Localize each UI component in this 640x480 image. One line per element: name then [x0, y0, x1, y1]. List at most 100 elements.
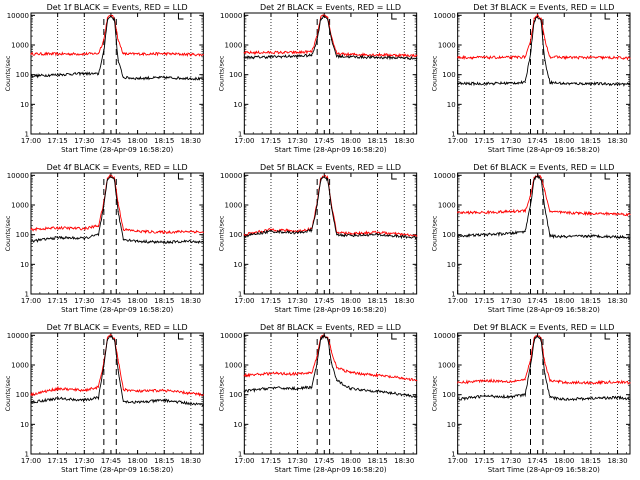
events-data-point — [524, 230, 526, 232]
y-tick-label: 10000 — [220, 12, 242, 20]
lld-data-point — [590, 212, 592, 214]
events-data-point — [544, 207, 546, 209]
y-tick-label: 10000 — [7, 12, 29, 20]
lld-data-point — [106, 177, 108, 179]
events-data-point — [83, 399, 85, 401]
events-data-point — [110, 175, 112, 177]
lld-data-point — [122, 228, 124, 231]
y-tick-label: 1000 — [225, 42, 243, 50]
events-data-point — [270, 56, 272, 58]
events-data-point — [377, 390, 379, 392]
x-tick-label: 18:15 — [581, 457, 601, 465]
y-axis-label: Counts/sec — [4, 375, 12, 411]
x-tick-label: 18:00 — [554, 137, 574, 145]
y-tick-label: 100 — [16, 71, 29, 79]
events-data-point — [563, 83, 565, 85]
events-data-point — [544, 373, 546, 375]
lld-data-point — [190, 53, 192, 56]
events-data-point — [113, 19, 116, 21]
x-tick-label: 17:45 — [101, 457, 121, 465]
chart-title: Det 1f BLACK = Events, RED = LLD — [47, 3, 188, 12]
lld-data-point — [137, 230, 139, 232]
events-data-point — [270, 387, 272, 389]
events-data-point — [323, 335, 325, 337]
lld-series-line — [457, 335, 630, 386]
events-data-point — [457, 398, 459, 400]
y-tick-label: 100 — [229, 391, 242, 399]
lld-data-point — [57, 388, 59, 390]
events-data-point — [327, 179, 329, 181]
events-data-point — [629, 236, 631, 239]
lld-data-point — [524, 56, 526, 58]
lld-series-line — [30, 334, 204, 397]
events-data-point — [311, 386, 313, 388]
chart-title: Det 8f BLACK = Events, RED = LLD — [260, 323, 401, 332]
y-axis-label: Counts/sec — [4, 55, 12, 91]
y-tick-label: 10000 — [7, 332, 29, 340]
y-tick-label: 10 — [447, 261, 456, 269]
chart-panel-6: Det 6f BLACK = Events, RED = LLD 1 10 100 10… — [431, 163, 631, 314]
chart-title: Det 5f BLACK = Events, RED = LLD — [260, 163, 401, 172]
lld-data-point — [243, 52, 245, 54]
lld-data-point — [330, 350, 332, 352]
lld-data-point — [529, 359, 532, 361]
lld-data-point — [617, 213, 619, 215]
y-tick-label: 1000 — [438, 362, 456, 370]
x-tick-label: 17:30 — [74, 297, 94, 305]
events-data-point — [350, 234, 352, 236]
x-axis-label: Start Time (28-Apr-09 16:58:20) — [61, 466, 173, 474]
events-data-point — [113, 179, 116, 181]
chart-panel-1: Det 1f BLACK = Events, RED = LLD 1 10 100 10… — [4, 3, 204, 154]
x-tick-label: 18:00 — [128, 297, 148, 305]
lld-data-point — [137, 390, 139, 392]
lld-data-point — [117, 359, 119, 361]
x-tick-label: 17:15 — [474, 457, 494, 465]
events-data-point — [137, 240, 139, 242]
x-tick-label: 18:30 — [394, 457, 414, 465]
lld-data-point — [350, 53, 352, 56]
lld-data-point — [524, 210, 526, 212]
events-data-point — [629, 398, 631, 400]
x-axis-label: Start Time (28-Apr-09 16:58:20) — [488, 146, 600, 154]
events-data-point — [190, 77, 192, 79]
lld-data-point — [350, 232, 352, 234]
events-data-point — [483, 395, 485, 397]
lld-data-point — [270, 372, 272, 374]
events-data-point — [320, 338, 322, 340]
x-axis-label: Start Time (28-Apr-09 16:58:20) — [488, 466, 600, 474]
events-data-point — [540, 339, 542, 341]
events-data-point — [316, 204, 318, 206]
events-data-point — [122, 76, 124, 79]
events-data-point — [537, 16, 539, 18]
lld-data-point — [106, 17, 108, 19]
x-tick-label: 17:00 — [21, 457, 41, 465]
lld-data-point — [320, 177, 322, 179]
events-data-point — [533, 20, 535, 22]
lld-data-point — [524, 379, 526, 381]
lld-data-point — [202, 394, 204, 396]
x-tick-label: 17:45 — [314, 457, 334, 465]
x-tick-label: 18:15 — [154, 137, 174, 145]
interval-bracket — [391, 333, 397, 340]
x-tick-label: 18:30 — [394, 137, 414, 145]
y-tick-label: 100 — [442, 71, 455, 79]
events-data-point — [529, 365, 532, 367]
events-data-point — [629, 83, 631, 85]
events-data-point — [311, 54, 313, 56]
lld-data-point — [83, 228, 85, 230]
events-data-point — [110, 335, 112, 337]
x-tick-label: 17:30 — [288, 297, 308, 305]
events-data-point — [202, 78, 204, 80]
interval-bracket — [604, 13, 611, 20]
y-tick-label: 1 — [238, 291, 242, 299]
y-tick-label: 100 — [16, 391, 29, 399]
events-data-point — [316, 362, 318, 364]
lld-series-line — [30, 174, 204, 235]
chart-title: Det 9f BLACK = Events, RED = LLD — [473, 323, 614, 332]
events-data-point — [590, 397, 592, 399]
events-data-point — [103, 365, 105, 367]
y-tick-label: 1000 — [225, 202, 243, 210]
chart-title: Det 6f BLACK = Events, RED = LLD — [473, 163, 614, 172]
lld-data-point — [483, 211, 485, 214]
